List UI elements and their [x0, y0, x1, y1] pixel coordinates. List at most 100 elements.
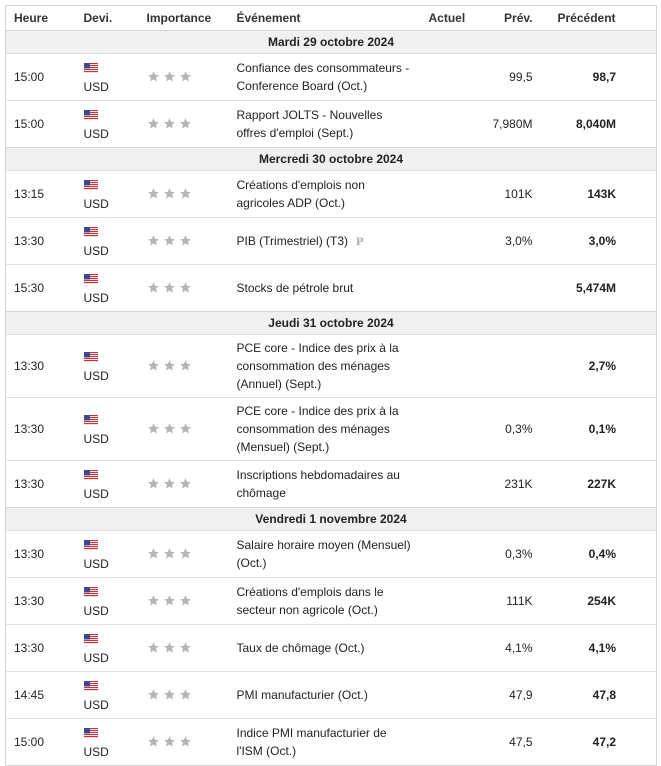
event-row: 13:30 USD PCE core - Indice des prix à la…	[5, 397, 657, 461]
event-row: 14:45 USD PMI manufacturier (Oct.) 47,9 47,…	[5, 671, 657, 719]
flag-icon	[83, 177, 98, 195]
time: 13:15	[5, 170, 76, 218]
forecast-cell: 231K	[475, 460, 541, 508]
event-row: 13:15 USD Créations d'emplois non agricol…	[5, 170, 657, 218]
previous-cell: 254K	[540, 577, 657, 625]
time: 13:30	[5, 530, 76, 578]
event-row: 13:30 USD Créations d'emplois dans le sec…	[5, 577, 657, 625]
time: 13:30	[5, 334, 76, 398]
header-row: Heure Devi. Importance Événement Actuel …	[5, 5, 657, 31]
time: 15:00	[5, 100, 76, 148]
previous-cell: 0,1%	[540, 397, 657, 461]
event-cell: PCE core - Indice des prix à la consomma…	[228, 334, 421, 398]
flag-icon	[83, 412, 98, 430]
event-cell: Salaire horaire moyen (Mensuel) (Oct.)	[228, 530, 421, 578]
previous: 227K	[587, 477, 616, 491]
previous-cell: 47,8	[540, 671, 657, 719]
flag-icon	[83, 60, 98, 78]
day-date: Mardi 29 octobre 2024	[5, 30, 657, 54]
forecast: 111K	[506, 594, 533, 608]
currency-cell: USD	[75, 671, 139, 719]
forecast: 47,9	[509, 688, 533, 702]
previous-cell: 143K	[540, 170, 657, 218]
time: 14:45	[5, 671, 76, 719]
flag-icon	[83, 224, 98, 242]
currency: USD	[83, 291, 109, 305]
header-cell: Prév.	[475, 5, 541, 31]
currency: USD	[83, 698, 109, 712]
day-row: Mardi 29 octobre 2024	[5, 30, 657, 54]
currency-cell: USD	[75, 530, 139, 578]
day-date: Mercredi 30 octobre 2024	[5, 147, 657, 171]
event-row: 15:30 USD Stocks de pétrole brut 5,474M	[5, 264, 657, 312]
header-cell: Précédent	[540, 5, 657, 31]
previous: 143K	[587, 187, 616, 201]
previous: 0,4%	[588, 547, 616, 561]
header-cell: Devi.	[75, 5, 139, 31]
actual-cell	[420, 334, 476, 398]
forecast-cell: 99,5	[475, 53, 541, 101]
importance-stars	[138, 397, 229, 461]
previous-cell: 98,7	[540, 53, 657, 101]
forecast-cell: 0,3%	[475, 530, 541, 578]
time: 15:30	[5, 264, 76, 312]
event-cell: Stocks de pétrole brut	[228, 264, 421, 312]
currency: USD	[83, 244, 109, 258]
previous: 0,1%	[588, 422, 616, 436]
previous-cell: 8,040M	[540, 100, 657, 148]
actual-cell	[420, 530, 476, 578]
event-cell: Inscriptions hebdomadaires au chômage	[228, 460, 421, 508]
event-name: Créations d'emplois dans le secteur non …	[236, 585, 384, 617]
event-cell: Confiance des consommateurs - Conference…	[228, 53, 421, 101]
forecast: 99,5	[509, 70, 533, 84]
forecast: 3,0%	[505, 234, 533, 248]
importance-stars	[138, 334, 229, 398]
actual-cell	[420, 100, 476, 148]
importance-stars	[138, 100, 229, 148]
event-name: PCE core - Indice des prix à la consomma…	[236, 341, 399, 391]
event-name: Rapport JOLTS - Nouvelles offres d'emplo…	[236, 108, 383, 140]
header-cell: Événement	[228, 5, 421, 31]
actual-cell	[420, 460, 476, 508]
forecast: 0,3%	[505, 547, 533, 561]
event-name: Inscriptions hebdomadaires au chômage	[236, 468, 400, 500]
time: 13:30	[5, 397, 76, 461]
previous-cell: 5,474M	[540, 264, 657, 312]
event-name: Confiance des consommateurs - Conference…	[236, 61, 410, 93]
event-name: PMI manufacturier (Oct.)	[236, 688, 368, 702]
actual-cell	[420, 718, 476, 766]
currency-cell: USD	[75, 264, 139, 312]
time: 15:00	[5, 718, 76, 766]
actual-cell	[420, 264, 476, 312]
importance-stars	[138, 217, 229, 265]
event-row: 13:30 USD PCE core - Indice des prix à la…	[5, 334, 657, 398]
event-name: Stocks de pétrole brut	[236, 281, 354, 295]
day-date: Jeudi 31 octobre 2024	[5, 311, 657, 335]
event-cell: Taux de chômage (Oct.)	[228, 624, 421, 672]
importance-stars	[138, 264, 229, 312]
event-cell: Créations d'emplois non agricoles ADP (O…	[228, 170, 421, 218]
previous: 8,040M	[575, 117, 616, 131]
forecast-cell: 111K	[475, 577, 541, 625]
previous-cell: 4,1%	[540, 624, 657, 672]
currency: USD	[83, 80, 109, 94]
previous: 3,0%	[588, 234, 616, 248]
previous: 2,7%	[588, 359, 616, 373]
event-row: 15:00 USD Indice PMI manufacturier de l'I…	[5, 718, 657, 766]
forecast: 0,3%	[505, 422, 533, 436]
event-cell: Rapport JOLTS - Nouvelles offres d'emplo…	[228, 100, 421, 148]
currency-cell: USD	[75, 624, 139, 672]
currency: USD	[83, 432, 109, 446]
previous-cell: 227K	[540, 460, 657, 508]
event-name: Indice PMI manufacturier de l'ISM (Oct.)	[236, 726, 387, 758]
currency-cell: USD	[75, 460, 139, 508]
event-name: PCE core - Indice des prix à la consomma…	[236, 404, 399, 454]
previous-cell: 3,0%	[540, 217, 657, 265]
currency: USD	[83, 369, 109, 383]
forecast: 231K	[504, 477, 533, 491]
flag-icon	[83, 678, 98, 696]
currency-cell: USD	[75, 170, 139, 218]
actual-cell	[420, 671, 476, 719]
forecast-cell	[475, 334, 541, 398]
currency-cell: USD	[75, 217, 139, 265]
